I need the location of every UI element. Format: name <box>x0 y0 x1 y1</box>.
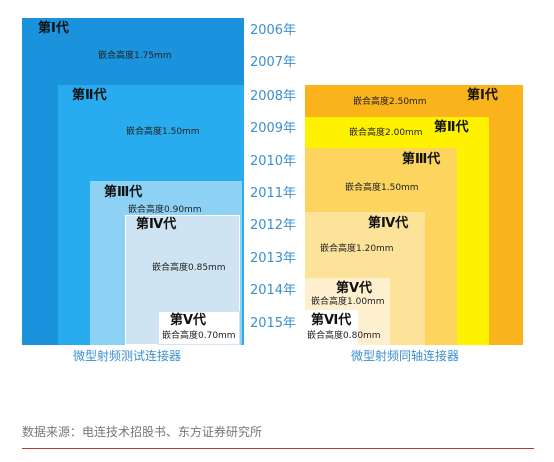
test-gen3-height: 嵌合高度0.90mm <box>128 205 202 215</box>
coax-gen6-box <box>305 310 358 345</box>
coax-gen6-label: 第Ⅵ代 <box>311 313 352 328</box>
test-gen2-height: 嵌合高度1.50mm <box>126 127 200 137</box>
test-gen1-height: 嵌合高度1.75mm <box>98 51 172 61</box>
year-2015: 2015年 <box>249 316 297 331</box>
test-gen2-label: 第Ⅱ代 <box>72 88 107 103</box>
footer-divider <box>22 448 534 449</box>
test-gen4-height: 嵌合高度0.85mm <box>152 263 226 273</box>
source-note: 数据来源：电连技术招股书、东方证券研究所 <box>22 425 263 439</box>
year-2013: 2013年 <box>249 251 297 266</box>
coax-gen3-height: 嵌合高度1.50mm <box>345 183 419 193</box>
year-2010: 2010年 <box>249 154 297 169</box>
year-2011: 2011年 <box>249 186 297 201</box>
coax-gen4-height: 嵌合高度1.20mm <box>320 244 394 254</box>
coax-gen5-label: 第Ⅴ代 <box>336 281 373 296</box>
coax-gen5-height: 嵌合高度1.00mm <box>311 297 385 307</box>
year-2014: 2014年 <box>249 283 297 298</box>
year-2008: 2008年 <box>249 89 297 104</box>
coax-gen2-height: 嵌合高度2.00mm <box>349 128 423 138</box>
year-2012: 2012年 <box>249 218 297 233</box>
coax-gen3-label: 第Ⅲ代 <box>402 152 441 167</box>
test-gen3-label: 第Ⅲ代 <box>104 185 143 200</box>
year-2009: 2009年 <box>249 121 297 136</box>
test-gen5-box <box>158 311 240 345</box>
test-gen5-label: 第Ⅴ代 <box>170 313 207 328</box>
year-2006: 2006年 <box>249 23 297 38</box>
coax-gen2-label: 第Ⅱ代 <box>434 120 469 135</box>
coax-gen1-label: 第Ⅰ代 <box>467 88 498 103</box>
test-gen1-label: 第Ⅰ代 <box>38 21 69 36</box>
coax-gen4-label: 第Ⅳ代 <box>368 216 409 231</box>
test-connector-caption: 微型射频测试连接器 <box>70 348 185 364</box>
coax-gen1-height: 嵌合高度2.50mm <box>353 97 427 107</box>
coax-gen6-height: 嵌合高度0.80mm <box>307 331 381 341</box>
test-gen5-height: 嵌合高度0.70mm <box>162 331 236 341</box>
test-gen4-label: 第Ⅳ代 <box>136 217 177 232</box>
year-2007: 2007年 <box>249 55 297 70</box>
coax-connector-caption: 微型射频同轴连接器 <box>348 348 463 364</box>
